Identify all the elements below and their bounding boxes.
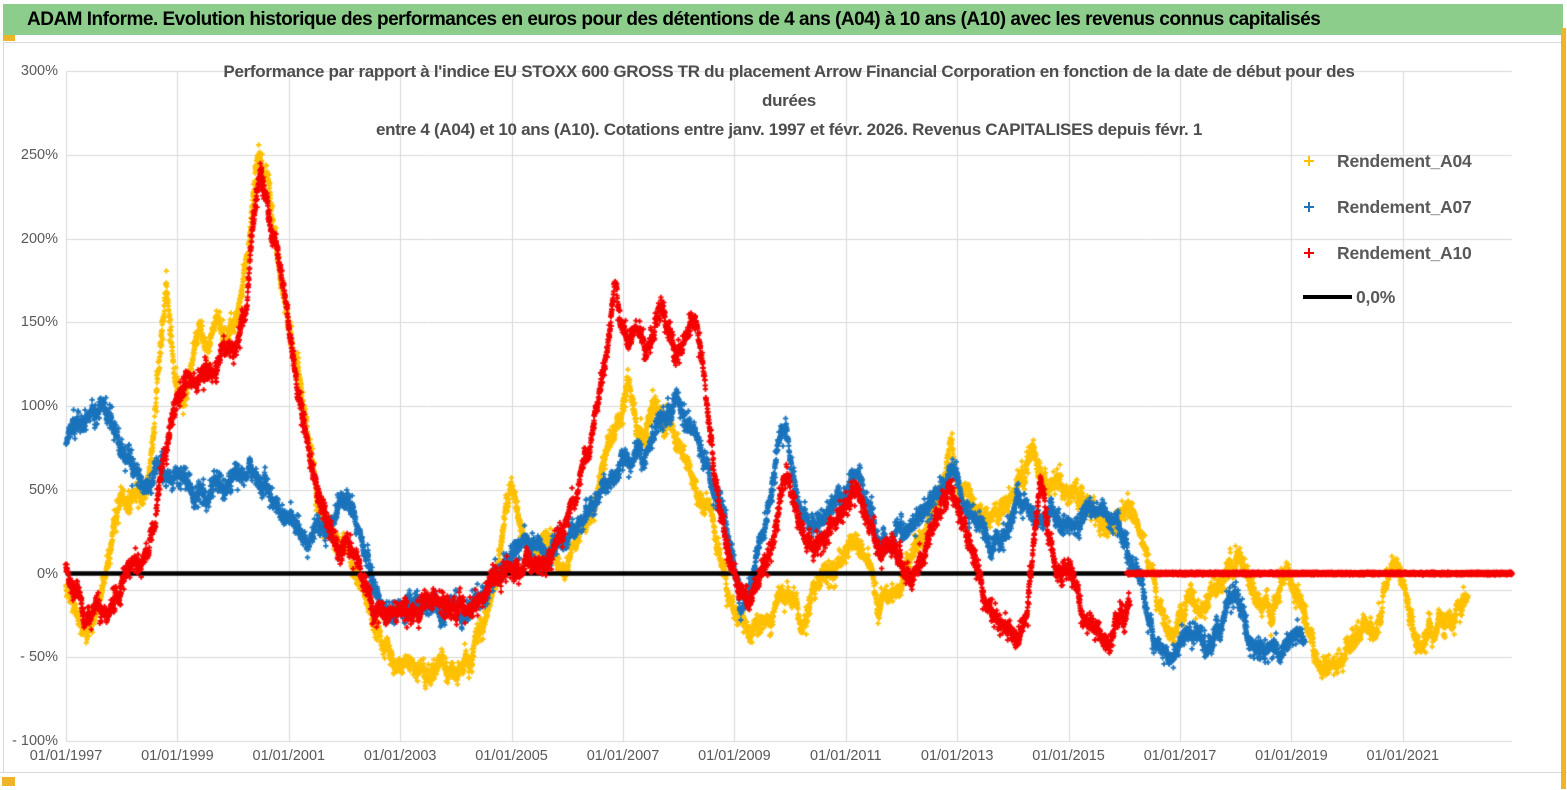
gold-edge-bar	[1561, 28, 1566, 789]
zero-line-icon	[1303, 295, 1352, 299]
x-axis-label: 01/01/1997	[29, 748, 103, 764]
x-axis-label: 01/01/2001	[252, 748, 326, 764]
x-axis-label: 01/01/2017	[1143, 748, 1217, 764]
x-axis-label: 01/01/2021	[1366, 748, 1440, 764]
x-axis-label: 01/01/2015	[1032, 748, 1105, 764]
y-axis-label: 250%	[20, 146, 58, 163]
x-axis-label: 01/01/2013	[920, 748, 994, 764]
bottom-divider	[0, 772, 1567, 773]
y-axis-label: 200%	[20, 230, 58, 247]
chart-title-line3: entre 4 (A04) et 10 ans (A10). Cotations…	[375, 120, 1203, 139]
y-axis-label: 50%	[28, 481, 58, 498]
y-axis-label: 0%	[37, 565, 58, 582]
x-axis-label: 01/01/1999	[141, 748, 214, 764]
legend-item-a07: Rendement_A07	[1303, 195, 1472, 219]
y-axis-label: - 100%	[12, 733, 58, 749]
legend-item-a04: Rendement_A04	[1303, 149, 1472, 173]
x-axis-label: 01/01/2009	[698, 748, 771, 764]
plus-marker-icon	[1303, 201, 1315, 213]
legend-item-a10: Rendement_A10	[1303, 241, 1472, 265]
legend-item-zero-line: 0,0%	[1303, 285, 1395, 309]
y-axis-label: 300%	[20, 63, 58, 79]
x-axis-label: 01/01/2019	[1255, 748, 1328, 764]
gold-corner-accent-bottom	[2, 777, 15, 786]
chart-title-line2: durées	[762, 91, 816, 110]
x-axis-label: 01/01/2005	[475, 748, 548, 764]
x-axis-label: 01/01/2011	[810, 748, 882, 764]
x-axis-label: 01/01/2003	[363, 748, 437, 764]
chart-title-line1: Performance par rapport à l'indice EU ST…	[223, 62, 1355, 81]
y-axis-label: - 50%	[20, 649, 58, 666]
x-axis-label: 01/01/2007	[586, 748, 660, 764]
y-axis-label: 100%	[20, 398, 58, 414]
y-axis-label: 150%	[20, 314, 58, 331]
plus-marker-icon	[1303, 155, 1315, 167]
plus-marker-icon	[1303, 247, 1315, 259]
